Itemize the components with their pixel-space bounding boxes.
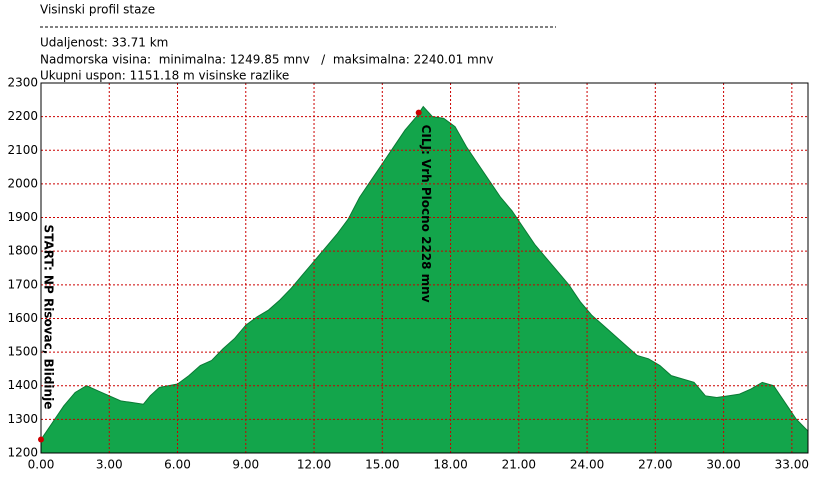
x-tick-label: 6.00 <box>164 458 191 472</box>
annotation: CILJ: Vrh Plocno 2228 mnv <box>419 125 433 303</box>
x-tick-label: 3.00 <box>96 458 123 472</box>
y-tick-label: 1900 <box>7 210 38 224</box>
x-tick-label: 0.00 <box>28 458 55 472</box>
y-tick-label: 1300 <box>7 412 38 426</box>
marker <box>415 109 422 116</box>
x-tick-label: 30.00 <box>706 458 740 472</box>
y-tick-label: 2300 <box>7 76 38 90</box>
y-tick-label: 1400 <box>7 378 38 392</box>
plot-border <box>40 82 809 454</box>
x-tick-label: 18.00 <box>433 458 467 472</box>
y-tick-label: 1600 <box>7 311 38 325</box>
title: Visinski profil staze <box>40 3 155 17</box>
elevation-area <box>40 105 809 454</box>
x-tick-label: 33.00 <box>775 458 809 472</box>
y-tick-label: 1700 <box>7 277 38 291</box>
distance: Udaljenost: 33.71 km <box>40 36 168 50</box>
y-tick-label: 1200 <box>7 446 38 460</box>
x-tick-label: 27.00 <box>638 458 672 472</box>
y-tick-label: 2000 <box>7 176 38 190</box>
altitude: Nadmorska visina: minimalna: 1249.85 mnv… <box>40 53 493 67</box>
y-tick-label: 2200 <box>7 109 38 123</box>
annotation: START: NP Risovac, Blidinje <box>42 225 56 410</box>
x-tick-label: 21.00 <box>502 458 536 472</box>
x-tick-label: 12.00 <box>297 458 331 472</box>
y-tick-label: 2100 <box>7 143 38 157</box>
x-tick-label: 9.00 <box>232 458 259 472</box>
x-tick-label: 15.00 <box>365 458 399 472</box>
ascent: Ukupni uspon: 1151.18 m visinske razlike <box>40 69 289 83</box>
marker <box>38 436 44 443</box>
x-tick-label: 24.00 <box>570 458 604 472</box>
y-tick-label: 1500 <box>7 345 38 359</box>
y-tick-label: 1800 <box>7 244 38 258</box>
